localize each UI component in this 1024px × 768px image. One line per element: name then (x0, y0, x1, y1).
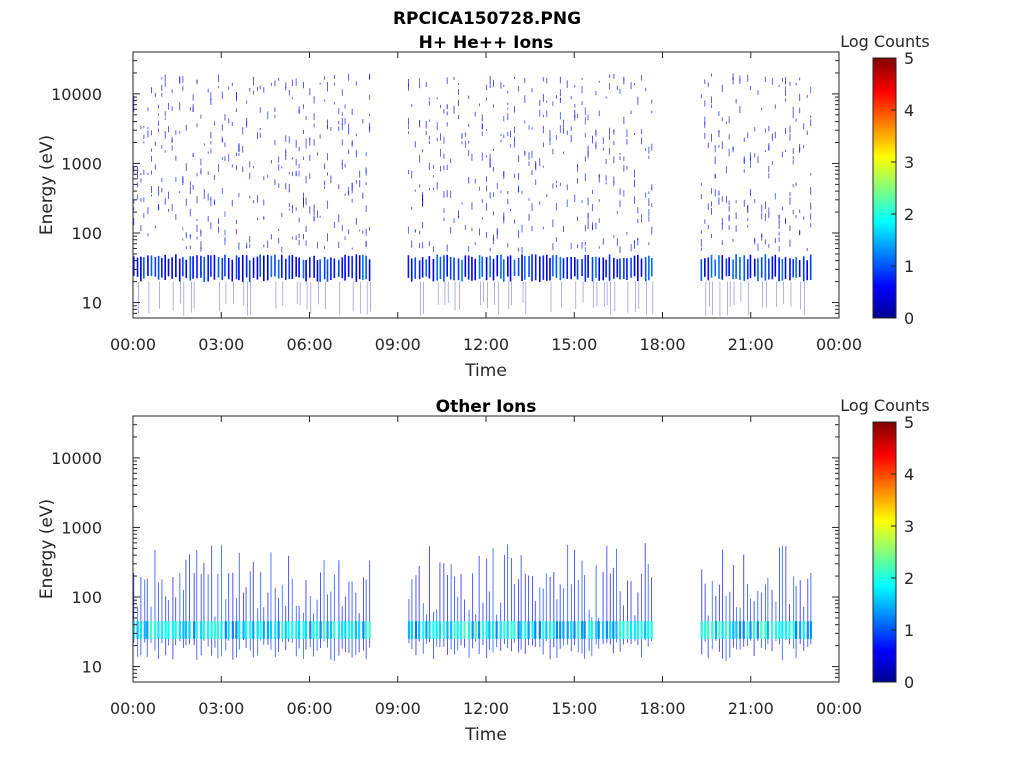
panel-h-he-ions: H+ He++ Ions 00:00 03:00 06:00 09:00 12:00 15:… (37, 32, 930, 381)
y-axis-label: Energy (eV) (37, 135, 57, 235)
x-axis-label: Time (464, 361, 507, 381)
figure-title: RPCICA150728.PNG (393, 9, 581, 29)
x-tick-label: 18:00 (639, 335, 685, 354)
colorbar-tick-label: 0 (904, 673, 914, 692)
x-tick-label: 03:00 (198, 699, 244, 718)
colorbar-tick-label: 3 (904, 153, 914, 172)
x-tick-label: 06:00 (286, 699, 332, 718)
colorbar-tick-label: 4 (904, 101, 914, 120)
colorbar-tick-label: 1 (904, 621, 914, 640)
axes-title: Other Ions (436, 397, 537, 417)
colorbar-tick-label: 5 (904, 413, 914, 432)
x-tick-label: 12:00 (463, 335, 509, 354)
y-tick-label: 100 (71, 224, 102, 243)
colorbar-tick-label: 2 (904, 205, 914, 224)
x-tick-label: 06:00 (286, 335, 332, 354)
y-tick-label: 10 (82, 658, 102, 677)
colorbar-tick-label: 4 (904, 465, 914, 484)
spectrogram-marks (132, 542, 812, 661)
y-tick-label: 10 (82, 294, 102, 313)
x-tick-label: 09:00 (375, 335, 421, 354)
x-tick-label: 00:00 (110, 699, 156, 718)
colorbar-tick-label: 2 (904, 569, 914, 588)
colorbar-tick-label: 5 (904, 49, 914, 68)
x-tick-label: 00:00 (816, 699, 862, 718)
colorbar-label: Log Counts (840, 32, 930, 51)
panel-other-ions: Other Ions 00:00 03:00 06:00 09:00 12:00 15:00… (37, 396, 930, 745)
colorbar-tick-label: 1 (904, 257, 914, 276)
y-tick-label: 1000 (61, 518, 102, 537)
colorbar-tick-label: 3 (904, 517, 914, 536)
x-axis-label: Time (464, 725, 507, 745)
spectrogram-marks (132, 73, 812, 317)
colorbar-label: Log Counts (840, 396, 930, 415)
x-tick-label: 00:00 (110, 335, 156, 354)
colorbar (872, 421, 897, 683)
x-tick-label: 15:00 (551, 335, 597, 354)
colorbar (872, 57, 897, 319)
x-tick-label: 15:00 (551, 699, 597, 718)
x-tick-label: 12:00 (463, 699, 509, 718)
x-tick-label: 09:00 (375, 699, 421, 718)
y-tick-label: 1000 (61, 154, 102, 173)
x-tick-label: 18:00 (639, 699, 685, 718)
axes-title: H+ He++ Ions (419, 33, 554, 53)
colorbar-tick-label: 0 (904, 309, 914, 328)
y-tick-label: 10000 (51, 85, 102, 104)
x-tick-label: 03:00 (198, 335, 244, 354)
y-axis-label: Energy (eV) (37, 499, 57, 599)
y-tick-label: 10000 (51, 449, 102, 468)
x-tick-label: 00:00 (816, 335, 862, 354)
x-tick-label: 21:00 (728, 699, 774, 718)
x-tick-label: 21:00 (728, 335, 774, 354)
y-tick-label: 100 (71, 588, 102, 607)
